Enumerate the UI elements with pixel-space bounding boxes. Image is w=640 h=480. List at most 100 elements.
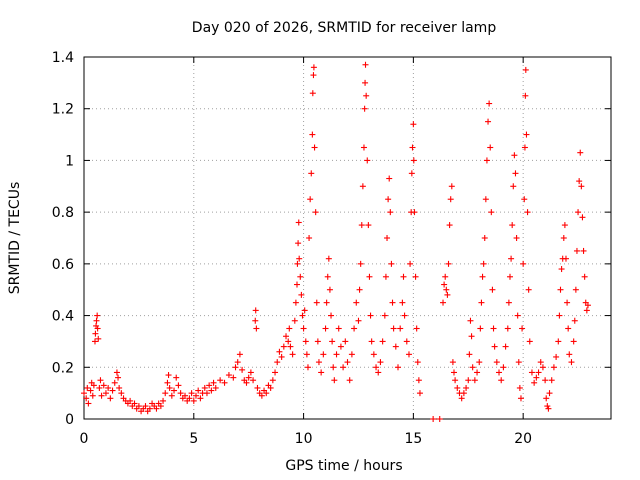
data-point xyxy=(485,118,492,125)
data-point xyxy=(570,338,577,345)
data-point xyxy=(356,286,363,293)
data-point xyxy=(232,364,239,371)
data-point xyxy=(373,364,380,371)
data-point xyxy=(247,369,254,376)
data-point xyxy=(384,235,391,241)
data-point xyxy=(299,312,306,319)
data-point xyxy=(573,247,580,254)
data-point xyxy=(581,273,588,280)
data-point xyxy=(81,390,87,397)
data-point xyxy=(355,317,362,324)
data-point xyxy=(500,364,507,371)
data-point xyxy=(522,92,529,99)
data-point xyxy=(109,387,116,394)
data-point xyxy=(487,144,494,151)
data-point xyxy=(87,387,94,394)
data-point xyxy=(295,240,302,247)
data-point xyxy=(560,235,567,241)
data-point xyxy=(408,170,415,177)
data-point xyxy=(320,351,327,358)
data-point xyxy=(363,92,370,99)
data-point xyxy=(177,390,184,397)
data-point xyxy=(411,209,418,216)
data-point xyxy=(525,286,532,293)
grid-lines xyxy=(84,57,611,419)
data-point xyxy=(517,395,524,402)
data-point xyxy=(366,273,373,280)
x-axis-label: GPS time / hours xyxy=(285,458,402,474)
data-point xyxy=(511,152,518,159)
data-point xyxy=(190,397,197,404)
data-point xyxy=(326,286,333,293)
data-point xyxy=(514,312,521,319)
data-point xyxy=(448,183,455,190)
data-point xyxy=(166,384,173,391)
data-point xyxy=(566,351,573,358)
data-point xyxy=(84,384,91,391)
data-point xyxy=(287,343,294,350)
y-tick-label: 1 xyxy=(65,153,74,169)
data-point xyxy=(153,405,160,412)
data-point xyxy=(450,369,457,376)
data-point xyxy=(304,364,311,371)
data-point xyxy=(584,302,591,309)
data-point xyxy=(537,359,544,366)
data-point xyxy=(533,374,540,381)
data-point xyxy=(483,157,490,164)
data-point xyxy=(357,260,364,267)
data-point xyxy=(361,105,368,112)
x-axis: 0 5 10 15 20 xyxy=(80,57,532,447)
data-point xyxy=(160,397,167,404)
data-point xyxy=(192,392,199,399)
data-point xyxy=(519,325,526,332)
data-point xyxy=(94,325,101,332)
data-point xyxy=(568,359,575,366)
data-point xyxy=(496,369,503,376)
data-point xyxy=(510,183,517,190)
data-point xyxy=(449,359,456,366)
data-point xyxy=(310,72,317,79)
data-point xyxy=(330,364,337,371)
data-point xyxy=(362,79,369,86)
data-point xyxy=(294,260,301,267)
plot-frame xyxy=(83,56,612,420)
data-point xyxy=(280,343,287,350)
data-point xyxy=(93,317,100,324)
data-point xyxy=(295,219,302,226)
data-point xyxy=(258,392,265,399)
x-tick-label: 10 xyxy=(295,431,313,447)
y-tick-label: 1.2 xyxy=(52,102,74,118)
data-point xyxy=(506,273,513,280)
chart-title: Day 020 of 2026, SRMTID for receiver lam… xyxy=(192,20,497,36)
data-point xyxy=(416,390,423,397)
data-point xyxy=(489,286,496,293)
data-point xyxy=(468,333,475,340)
data-point xyxy=(385,196,392,203)
data-point xyxy=(458,395,465,402)
data-point xyxy=(300,325,307,332)
data-point xyxy=(550,364,557,371)
data-point xyxy=(583,307,590,314)
data-point xyxy=(436,416,443,422)
data-point xyxy=(291,317,298,324)
data-point xyxy=(252,317,259,324)
data-point xyxy=(254,384,261,391)
data-point xyxy=(272,369,279,376)
data-point xyxy=(157,403,164,410)
data-point xyxy=(203,390,210,397)
data-point xyxy=(306,235,313,241)
data-point xyxy=(571,317,578,324)
data-point xyxy=(197,395,204,402)
data-point xyxy=(478,299,485,306)
data-point xyxy=(91,338,98,345)
data-point xyxy=(311,144,318,151)
data-point xyxy=(412,273,419,280)
data-point xyxy=(360,144,367,151)
data-point xyxy=(556,312,563,319)
data-point xyxy=(142,403,149,410)
data-point xyxy=(508,255,515,262)
y-axis-label: SRMTID / TECUs xyxy=(7,182,23,295)
data-point xyxy=(463,384,470,391)
data-point xyxy=(545,405,552,412)
data-point xyxy=(479,273,486,280)
